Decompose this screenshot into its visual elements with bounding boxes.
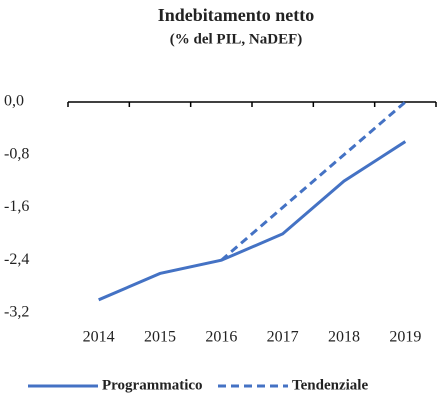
legend-label: Programmatico (102, 377, 203, 393)
x-tick-label: 2018 (328, 329, 360, 346)
x-tick-label: 2015 (144, 329, 176, 346)
y-tick-label: -2,4 (4, 251, 29, 268)
legend-label: Tendenziale (292, 377, 368, 393)
y-tick-label: 0,0 (4, 93, 24, 110)
chart-title: Indebitamento netto (158, 5, 315, 25)
x-tick-label: 2016 (205, 329, 237, 346)
y-tick-label: -0,8 (4, 145, 29, 162)
data-line (98, 140, 407, 302)
x-tick-label: 2017 (267, 329, 299, 346)
y-tick-label: -1,6 (4, 198, 29, 215)
y-tick-label: -3,2 (4, 304, 29, 321)
x-tick-label: 2019 (389, 329, 421, 346)
chart-subtitle: (% del PIL, NaDEF) (170, 31, 303, 47)
data-line (220, 100, 407, 262)
x-tick-label: 2014 (83, 329, 115, 346)
